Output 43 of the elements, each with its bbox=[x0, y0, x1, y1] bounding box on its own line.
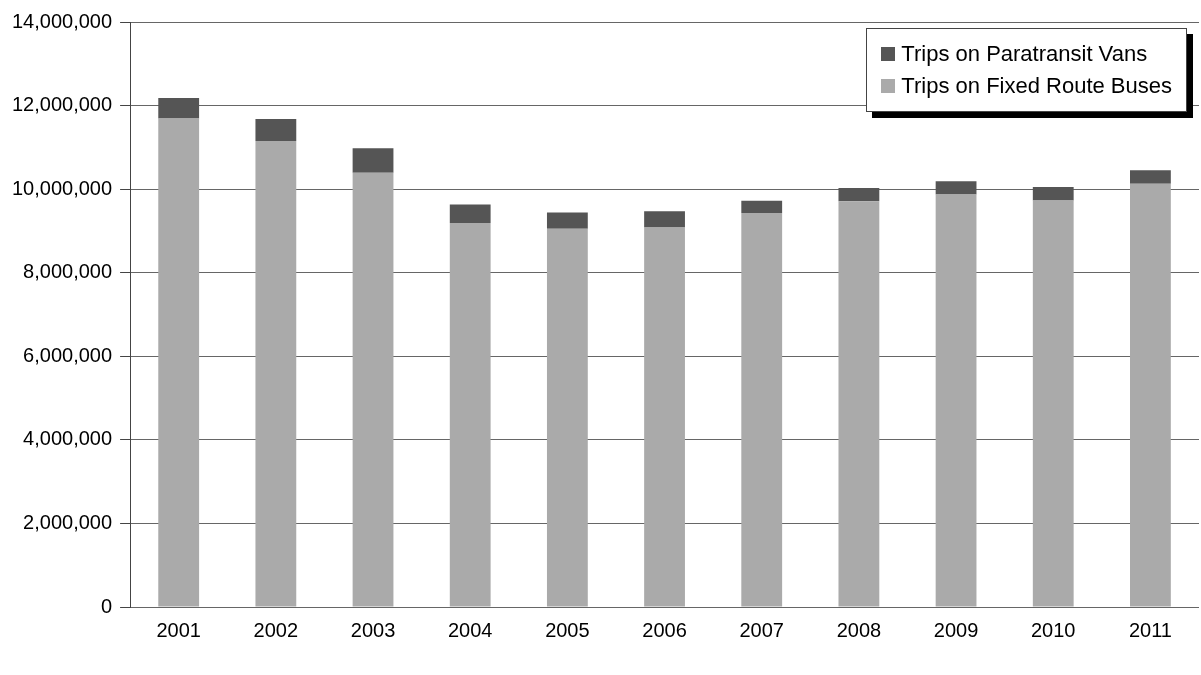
legend-label: Trips on Fixed Route Buses bbox=[901, 73, 1172, 99]
bar bbox=[158, 118, 200, 607]
y-tick-label: 6,000,000 bbox=[23, 343, 113, 366]
y-tick-label: 12,000,000 bbox=[11, 93, 113, 116]
x-tick-label: 2010 bbox=[1030, 618, 1076, 641]
y-tick-label: 8,000,000 bbox=[23, 260, 113, 283]
bar bbox=[1032, 187, 1074, 201]
bar bbox=[1032, 200, 1074, 607]
bar bbox=[644, 227, 685, 607]
y-tick-label: 2,000,000 bbox=[23, 510, 113, 533]
bar bbox=[352, 172, 394, 607]
bar bbox=[449, 222, 491, 607]
x-tick-label: 2003 bbox=[350, 618, 396, 641]
x-tick-label: 2001 bbox=[156, 618, 201, 641]
x-tick-label: 2011 bbox=[1128, 618, 1172, 641]
bar bbox=[546, 212, 588, 229]
bar bbox=[838, 201, 880, 607]
y-tick-label: 4,000,000 bbox=[23, 427, 113, 450]
bar bbox=[546, 228, 588, 607]
bar bbox=[352, 148, 394, 173]
x-tick-label: 2002 bbox=[253, 618, 299, 641]
bar bbox=[255, 118, 297, 142]
y-tick-label: 14,000,000 bbox=[11, 9, 113, 32]
bar bbox=[741, 200, 783, 213]
x-tick-label: 2008 bbox=[836, 618, 882, 641]
x-tick-label: 2009 bbox=[933, 618, 979, 641]
x-tick-label: 2004 bbox=[447, 618, 493, 641]
bar bbox=[255, 141, 297, 607]
x-tick-label: 2007 bbox=[739, 618, 784, 641]
x-tick-label: 2006 bbox=[642, 618, 687, 641]
bar bbox=[935, 194, 977, 607]
bar bbox=[741, 212, 783, 607]
y-tick-label: 0 bbox=[100, 594, 113, 617]
y-tick-label: 10,000,000 bbox=[11, 176, 113, 199]
bar bbox=[644, 211, 685, 228]
bar bbox=[1130, 170, 1171, 184]
bar bbox=[1130, 183, 1171, 607]
bar bbox=[935, 181, 977, 195]
bar bbox=[449, 204, 491, 223]
bar bbox=[158, 98, 200, 119]
legend-label: Trips on Paratransit Vans bbox=[901, 41, 1148, 67]
x-tick-label: 2005 bbox=[545, 618, 590, 641]
bar bbox=[838, 187, 880, 202]
